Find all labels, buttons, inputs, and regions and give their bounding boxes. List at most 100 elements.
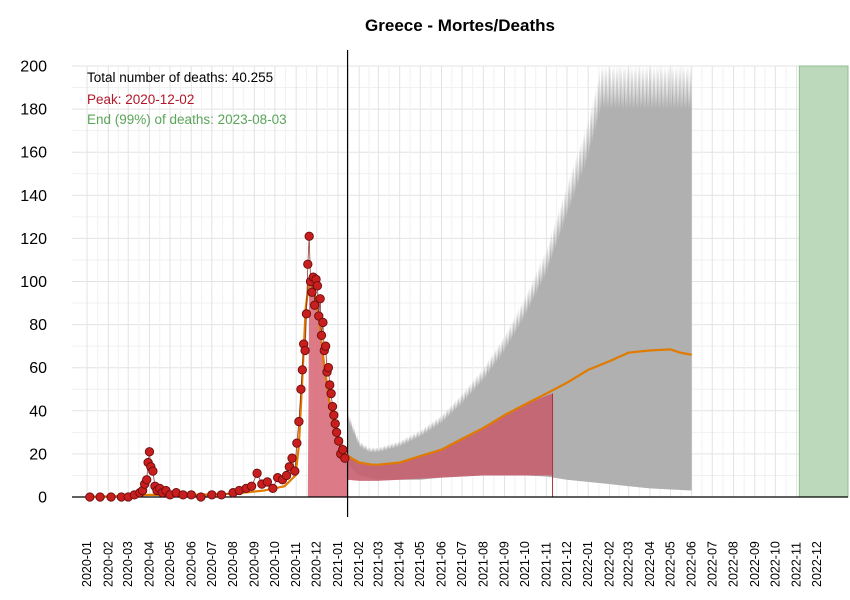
data-point (292, 438, 302, 448)
x-tick-label: 2022-08 (727, 541, 741, 587)
observed-points (85, 231, 350, 502)
data-point (294, 416, 304, 427)
x-tick-label: 2021-04 (393, 541, 407, 587)
y-tick-label: 100 (20, 274, 47, 291)
data-point (281, 470, 292, 481)
data-point (252, 468, 262, 478)
x-tick-label: 2020-07 (205, 541, 219, 587)
x-tick-label: 2020-03 (121, 541, 135, 587)
x-tick-label: 2022-01 (581, 541, 595, 587)
x-tick-label: 2021-05 (413, 541, 427, 587)
data-point (106, 492, 116, 502)
x-tick-label: 2021-02 (352, 541, 366, 587)
x-tick-labels: 2020-01 2020-02 2020-03 2020-04 2020-05 2020-… (80, 541, 824, 587)
data-point (290, 466, 300, 476)
data-point (95, 492, 105, 502)
data-point (327, 401, 338, 412)
x-tick-label: 2020-05 (163, 541, 177, 587)
data-point (329, 410, 339, 420)
data-point (246, 481, 257, 491)
data-point (301, 309, 312, 319)
prediction-bands (347, 65, 849, 498)
x-tick-label: 2021-12 (560, 541, 574, 587)
data-point (287, 453, 297, 463)
data-point (207, 490, 217, 500)
x-tick-label: 2020-01 (80, 541, 94, 587)
x-tick-label: 2021-03 (371, 541, 385, 587)
y-tick-label: 160 (20, 145, 47, 162)
x-tick-label: 2022-04 (643, 541, 657, 587)
x-tick-label: 2020-08 (226, 541, 240, 587)
data-point (196, 492, 206, 502)
data-point (326, 388, 336, 399)
y-tick-label: 180 (20, 102, 47, 119)
data-point (178, 490, 188, 500)
x-tick-label: 2022-03 (622, 541, 636, 587)
data-point (320, 341, 331, 351)
data-point (316, 330, 327, 341)
data-point (268, 483, 278, 494)
data-point (142, 475, 152, 485)
annotation-total-deaths: Total number of deaths: 40.255 (87, 70, 273, 85)
data-point (318, 317, 328, 328)
x-tick-label: 2020-09 (247, 541, 261, 587)
x-tick-label: 2022-12 (810, 541, 824, 587)
data-point (315, 294, 325, 304)
x-tick-label: 2022-05 (663, 541, 677, 587)
x-tick-label: 2021-07 (455, 541, 469, 587)
x-tick-label: 2022-11 (790, 542, 804, 587)
data-point (304, 231, 314, 241)
y-tick-label: 140 (20, 188, 47, 205)
data-point (312, 281, 323, 291)
annotations: Total number of deaths: 40.255 Peak: 202… (87, 70, 287, 127)
y-tick-label: 20 (29, 446, 47, 463)
x-tick-label: 2021-10 (518, 541, 532, 587)
x-tick-label: 2021-06 (434, 541, 448, 587)
y-tick-label: 0 (38, 490, 47, 507)
data-point (340, 453, 350, 463)
x-tick-label: 2021-11 (539, 542, 553, 587)
data-point (216, 490, 227, 500)
data-point (148, 466, 158, 476)
data-point (331, 427, 342, 437)
data-point (85, 492, 95, 502)
data-point (307, 287, 317, 297)
x-tick-label: 2022-09 (748, 541, 762, 587)
end-region (798, 65, 849, 498)
data-point (303, 259, 313, 269)
x-tick-label: 2022-07 (705, 541, 719, 587)
x-tick-label: 2020-12 (310, 541, 324, 587)
x-tick-label: 2021-08 (476, 541, 490, 587)
y-tick-label: 200 (20, 59, 47, 76)
data-point (310, 300, 320, 310)
x-tick-label: 2020-11 (289, 542, 303, 587)
data-point (144, 447, 155, 457)
x-tick-label: 2022-10 (768, 541, 782, 587)
data-point (334, 436, 344, 446)
projected-band (347, 393, 553, 481)
x-tick-label: 2020-02 (101, 541, 115, 587)
data-point (296, 384, 306, 394)
x-tick-label: 2021-09 (498, 541, 512, 587)
data-point (338, 444, 348, 455)
x-tick-label: 2021-01 (331, 541, 345, 587)
data-point (300, 345, 310, 356)
data-point (314, 311, 324, 321)
y-tick-label: 60 (29, 360, 47, 377)
data-point (186, 490, 196, 500)
annotation-end: End (99%) of deaths: 2023-08-03 (87, 112, 287, 127)
y-tick-label: 80 (29, 317, 47, 334)
data-point (262, 477, 273, 487)
data-point (323, 363, 334, 373)
x-tick-label: 2020-04 (142, 541, 156, 587)
data-point (330, 419, 340, 429)
data-point (297, 365, 307, 375)
x-tick-label: 2022-02 (602, 541, 616, 587)
y-tick-label: 40 (29, 403, 47, 420)
annotation-peak: Peak: 2020-12-02 (87, 92, 194, 107)
x-tick-label: 2022-06 (685, 541, 699, 587)
x-tick-label: 2020-06 (184, 541, 198, 587)
y-tick-label: 120 (20, 231, 47, 248)
chart-title: Greece - Mortes/Deaths (365, 16, 555, 35)
